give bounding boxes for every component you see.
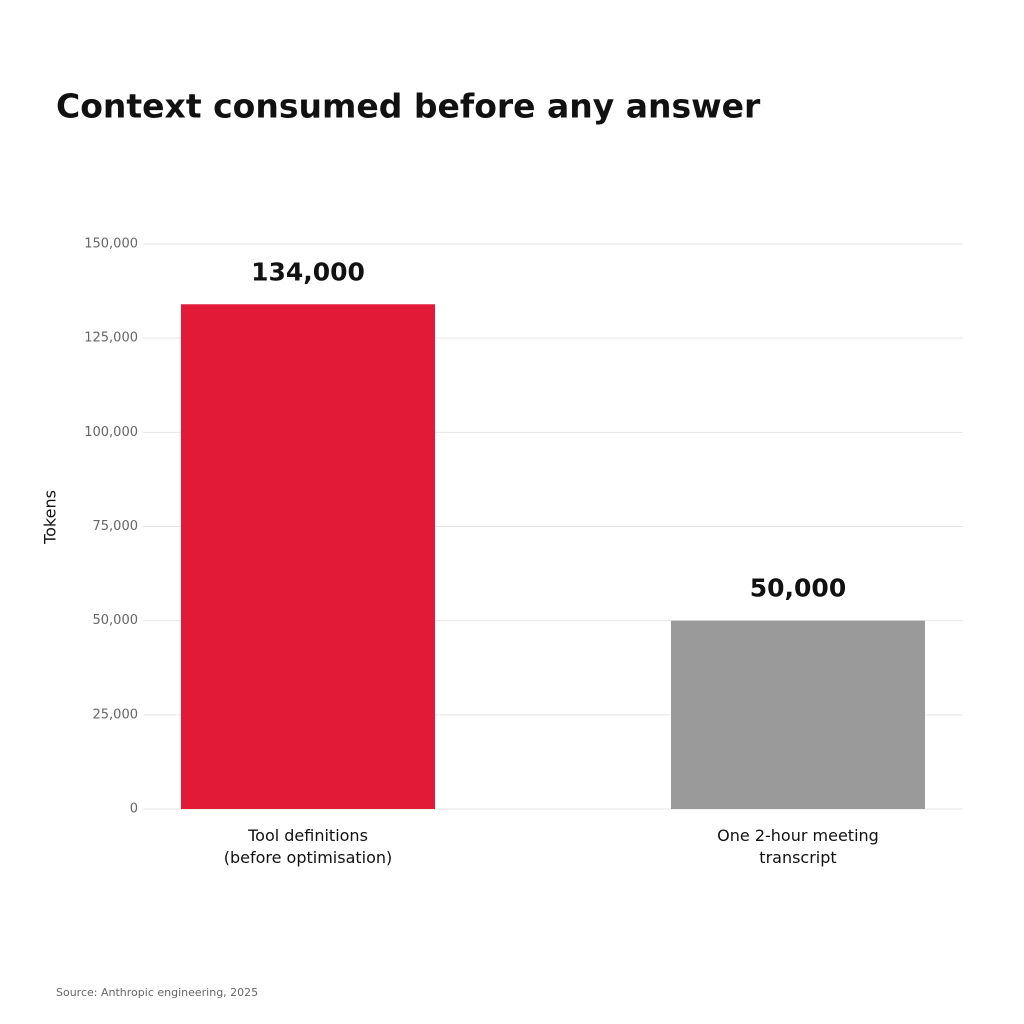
bar xyxy=(671,620,925,809)
y-tick-label: 150,000 xyxy=(84,237,138,252)
y-tick-label: 125,000 xyxy=(84,331,138,346)
y-tick-label: 25,000 xyxy=(93,707,139,722)
source-note: Source: Anthropic engineering, 2025 xyxy=(56,986,258,999)
x-tick-label: Tool definitions (before optimisation) xyxy=(224,826,393,867)
y-axis-label: Tokens xyxy=(41,490,60,545)
bar xyxy=(181,304,435,809)
value-label: 134,000 xyxy=(251,257,365,286)
value-label: 50,000 xyxy=(750,574,846,603)
y-tick-label: 0 xyxy=(130,802,138,817)
y-tick-label: 100,000 xyxy=(84,425,138,440)
x-tick-label: One 2-hour meeting transcript xyxy=(717,826,879,867)
y-tick-label: 75,000 xyxy=(93,519,139,534)
y-tick-label: 50,000 xyxy=(93,613,139,628)
chart-title: Context consumed before any answer xyxy=(56,87,761,126)
